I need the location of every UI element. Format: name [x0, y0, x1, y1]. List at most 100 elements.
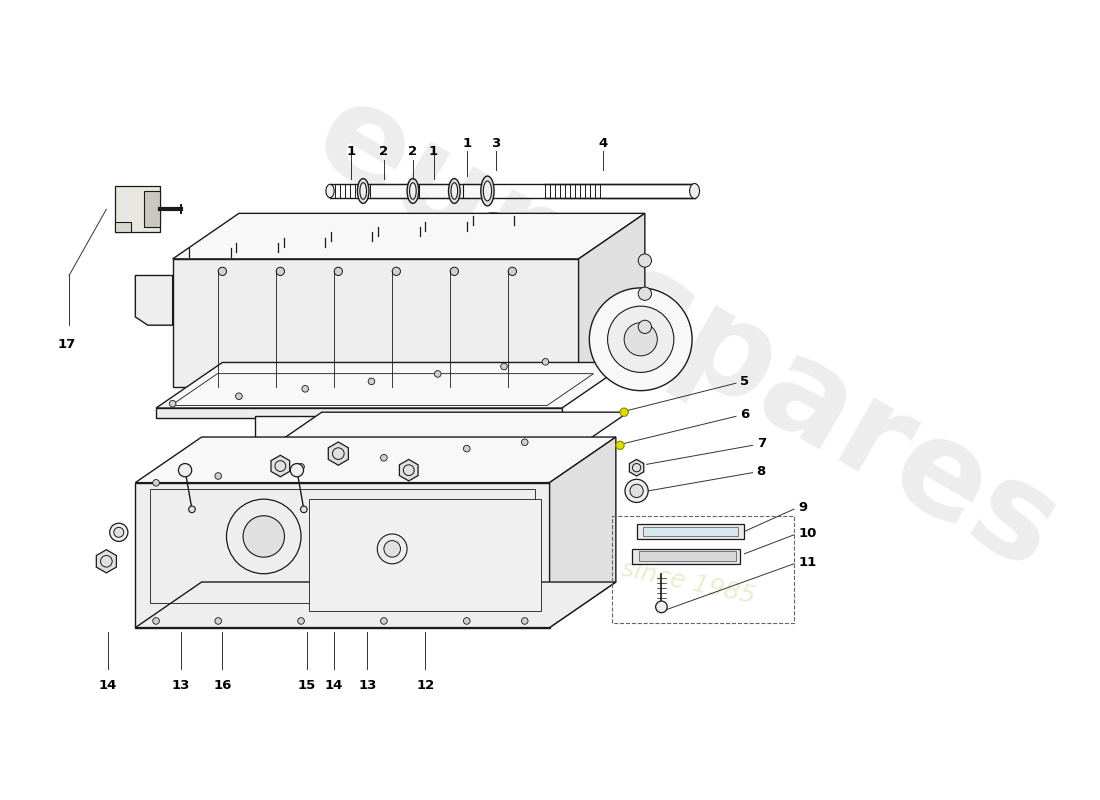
Bar	[144, 191, 161, 227]
Circle shape	[450, 267, 459, 275]
Circle shape	[620, 408, 628, 416]
Circle shape	[656, 601, 668, 613]
Circle shape	[301, 386, 308, 392]
Text: 1: 1	[429, 145, 438, 158]
Ellipse shape	[409, 182, 416, 199]
Text: 13: 13	[172, 679, 190, 692]
Circle shape	[404, 465, 414, 475]
Circle shape	[298, 618, 305, 624]
Text: 14: 14	[324, 679, 343, 692]
Circle shape	[153, 479, 159, 486]
Text: 3: 3	[491, 137, 501, 150]
Polygon shape	[419, 184, 454, 198]
Circle shape	[189, 506, 196, 513]
Ellipse shape	[690, 183, 700, 198]
Circle shape	[638, 254, 651, 267]
Ellipse shape	[407, 178, 419, 203]
Circle shape	[290, 463, 304, 477]
Polygon shape	[367, 184, 412, 198]
Text: 17: 17	[57, 338, 76, 350]
Polygon shape	[639, 551, 736, 562]
Circle shape	[616, 441, 624, 450]
Polygon shape	[550, 437, 616, 627]
Text: 4: 4	[598, 137, 608, 150]
Circle shape	[638, 320, 651, 334]
Polygon shape	[255, 416, 562, 468]
Polygon shape	[156, 408, 562, 418]
Text: 15: 15	[298, 679, 316, 692]
Polygon shape	[135, 582, 616, 627]
Polygon shape	[135, 437, 616, 482]
Text: 9: 9	[799, 501, 807, 514]
Polygon shape	[632, 549, 740, 564]
Polygon shape	[637, 524, 745, 539]
Text: 12: 12	[416, 679, 434, 692]
Polygon shape	[255, 412, 628, 458]
Circle shape	[243, 516, 285, 557]
Circle shape	[368, 378, 375, 385]
Circle shape	[214, 618, 221, 624]
Text: 5: 5	[740, 375, 749, 388]
Ellipse shape	[451, 182, 458, 199]
Polygon shape	[399, 459, 418, 481]
Circle shape	[334, 267, 342, 275]
Polygon shape	[328, 442, 349, 466]
Circle shape	[521, 618, 528, 624]
Text: 2: 2	[408, 145, 418, 158]
Circle shape	[381, 618, 387, 624]
Circle shape	[169, 400, 176, 407]
Circle shape	[508, 267, 516, 275]
Circle shape	[100, 555, 112, 567]
Text: 10: 10	[799, 526, 816, 540]
Circle shape	[393, 267, 400, 275]
Circle shape	[632, 463, 640, 472]
Circle shape	[384, 541, 400, 557]
Polygon shape	[135, 275, 173, 325]
Circle shape	[434, 370, 441, 378]
Text: eurospares: eurospares	[293, 70, 1079, 597]
Circle shape	[113, 527, 124, 538]
Circle shape	[500, 363, 507, 370]
Circle shape	[463, 446, 470, 452]
Polygon shape	[114, 186, 161, 233]
Text: 8: 8	[757, 465, 766, 478]
Circle shape	[276, 267, 285, 275]
Text: 14: 14	[99, 679, 118, 692]
Text: 1: 1	[346, 145, 355, 158]
Circle shape	[521, 439, 528, 446]
Circle shape	[227, 499, 301, 574]
Ellipse shape	[360, 182, 366, 199]
Circle shape	[332, 448, 344, 459]
Circle shape	[381, 454, 387, 461]
Polygon shape	[156, 362, 628, 408]
Circle shape	[218, 267, 227, 275]
Circle shape	[638, 287, 651, 300]
Polygon shape	[97, 550, 117, 573]
Polygon shape	[629, 459, 644, 476]
Polygon shape	[644, 526, 738, 537]
Ellipse shape	[449, 178, 460, 203]
Circle shape	[298, 463, 305, 470]
Circle shape	[275, 461, 286, 471]
Circle shape	[178, 463, 191, 477]
Text: 1: 1	[462, 137, 471, 150]
Text: 13: 13	[359, 679, 376, 692]
Polygon shape	[114, 222, 131, 233]
Polygon shape	[271, 455, 289, 477]
Circle shape	[590, 288, 692, 390]
Circle shape	[300, 506, 307, 513]
Circle shape	[235, 393, 242, 399]
Ellipse shape	[483, 181, 492, 201]
Circle shape	[630, 484, 644, 498]
Ellipse shape	[481, 176, 494, 206]
Circle shape	[542, 358, 549, 365]
Text: 16: 16	[213, 679, 231, 692]
Circle shape	[214, 473, 221, 479]
Polygon shape	[579, 214, 645, 387]
Polygon shape	[135, 482, 550, 627]
Circle shape	[153, 618, 159, 624]
Circle shape	[607, 306, 674, 373]
Ellipse shape	[326, 184, 334, 198]
Text: 11: 11	[799, 556, 816, 569]
Text: 7: 7	[757, 437, 766, 450]
